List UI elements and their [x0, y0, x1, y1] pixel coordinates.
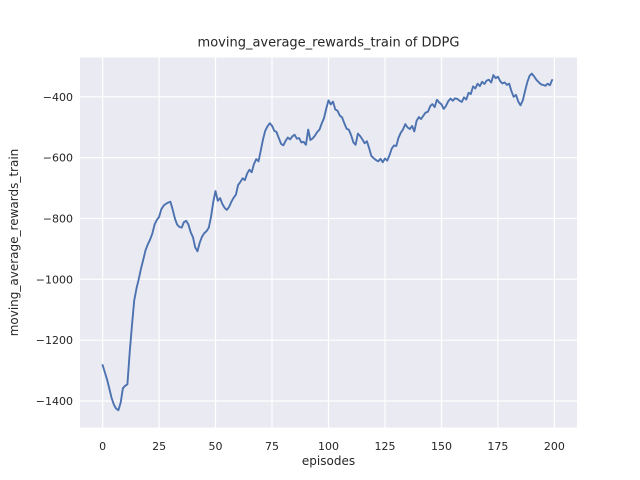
- gridlines: [80, 57, 577, 428]
- x-tick-label: 50: [209, 440, 223, 453]
- x-tick-label: 125: [375, 440, 396, 453]
- x-tick-label: 175: [487, 440, 508, 453]
- x-tick-label: 75: [265, 440, 279, 453]
- y-tick-labels: −400 −600 −800 −1000 −1200 −1400: [36, 91, 73, 408]
- y-tick-label: −1200: [36, 334, 73, 347]
- y-axis-label: moving_average_rewards_train: [7, 149, 21, 337]
- y-tick-label: −1400: [36, 395, 73, 408]
- x-tick-label: 200: [544, 440, 565, 453]
- y-tick-label: −600: [43, 152, 73, 165]
- series-line-ddpg: [101, 72, 554, 412]
- x-tick-label: 100: [318, 440, 339, 453]
- x-axis-label: episodes: [302, 454, 355, 468]
- y-tick-label: −800: [43, 213, 73, 226]
- y-tick-label: −400: [43, 91, 73, 104]
- x-tick-labels: 0 25 50 75 100 125 150 175 200: [99, 440, 565, 453]
- x-tick-label: 25: [152, 440, 166, 453]
- x-tick-label: 0: [99, 440, 106, 453]
- y-tick-label: −1000: [36, 273, 73, 286]
- chart-title: moving_average_rewards_train of DDPG: [198, 36, 460, 51]
- x-tick-label: 150: [431, 440, 452, 453]
